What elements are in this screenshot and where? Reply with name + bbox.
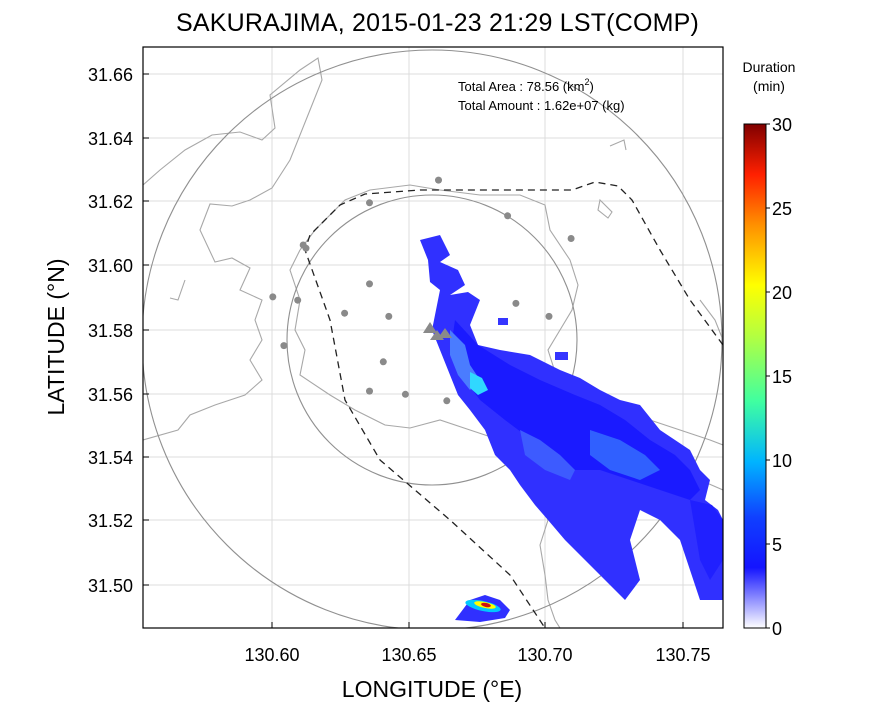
y-tick-label: 31.60 [88, 256, 133, 276]
total-area-sup: 2 [584, 77, 589, 87]
y-axis-title: LATITUDE (°N) [43, 259, 69, 416]
colorbar-tick: 0 [772, 619, 782, 639]
station-marker [269, 293, 277, 301]
colorbar-tick: 30 [772, 115, 792, 135]
x-tick-labels: 130.60 130.65 130.70 130.75 [244, 645, 710, 665]
plot-frame [142, 46, 724, 629]
volcano-marker [438, 328, 452, 338]
total-amount-text: Total Amount : 1.62e+07 (kg) [458, 98, 625, 113]
x-tick-label: 130.70 [517, 645, 572, 665]
y-tick-label: 31.56 [88, 385, 133, 405]
volcano-marker [423, 322, 437, 333]
station-marker [512, 299, 520, 307]
station-marker [435, 176, 442, 184]
station-marker [385, 312, 393, 320]
dashed-boundary [304, 181, 723, 628]
station-marker [366, 387, 373, 395]
colorbar-tick: 15 [772, 367, 792, 387]
station-markers [269, 176, 575, 405]
station-marker [443, 397, 451, 405]
station-marker [341, 309, 349, 317]
x-axis-title: LONGITUDE (°E) [342, 676, 522, 702]
station-marker [294, 296, 302, 304]
y-tick-label: 31.50 [88, 576, 133, 596]
y-tick-label: 31.64 [88, 129, 133, 149]
y-tick-label: 31.52 [88, 511, 133, 531]
station-marker [504, 212, 512, 220]
grid-lines [143, 47, 723, 628]
station-marker [366, 280, 373, 288]
range-circles [143, 49, 723, 628]
ash-plume [420, 235, 723, 622]
y-tick-label: 31.54 [88, 448, 133, 468]
station-marker [379, 358, 387, 366]
stats-annotation: Total Area : 78.56 (km2) Total Amount : … [458, 77, 625, 113]
x-tick-label: 130.65 [381, 645, 436, 665]
y-tick-label: 31.58 [88, 321, 133, 341]
colorbar-tick: 25 [772, 199, 792, 219]
total-area-close: ) [589, 79, 593, 94]
y-tick-labels: 31.66 31.64 31.62 31.60 31.58 31.56 31.5… [88, 65, 133, 596]
station-marker [401, 390, 409, 398]
volcano-markers [423, 322, 452, 340]
station-marker [567, 235, 575, 242]
chart-title: SAKURAJIMA, 2015-01-23 21:29 LST(COMP) [175, 9, 700, 37]
colorbar-tick: 5 [772, 535, 782, 555]
coastline [143, 57, 723, 628]
colorbar-title-line2: (min) [753, 78, 785, 94]
station-marker [545, 312, 553, 320]
x-tick-label: 130.60 [244, 645, 299, 665]
colorbar: Duration (min) 30 25 20 15 10 5 0 [743, 59, 796, 639]
colorbar-gradient [743, 123, 767, 629]
colorbar-title-line1: Duration [743, 59, 796, 75]
station-marker [366, 199, 373, 207]
station-marker [302, 244, 310, 252]
svg-text:Total Area : 78.56 (km2): Total Area : 78.56 (km2) [458, 77, 594, 94]
y-tick-label: 31.66 [88, 65, 133, 85]
y-tick-label: 31.62 [88, 192, 133, 212]
station-marker [280, 342, 288, 350]
total-area-text: Total Area : 78.56 (km [458, 79, 584, 94]
tick-marks [143, 73, 684, 628]
colorbar-tick: 10 [772, 451, 792, 471]
colorbar-tick: 20 [772, 283, 792, 303]
x-tick-label: 130.75 [655, 645, 710, 665]
